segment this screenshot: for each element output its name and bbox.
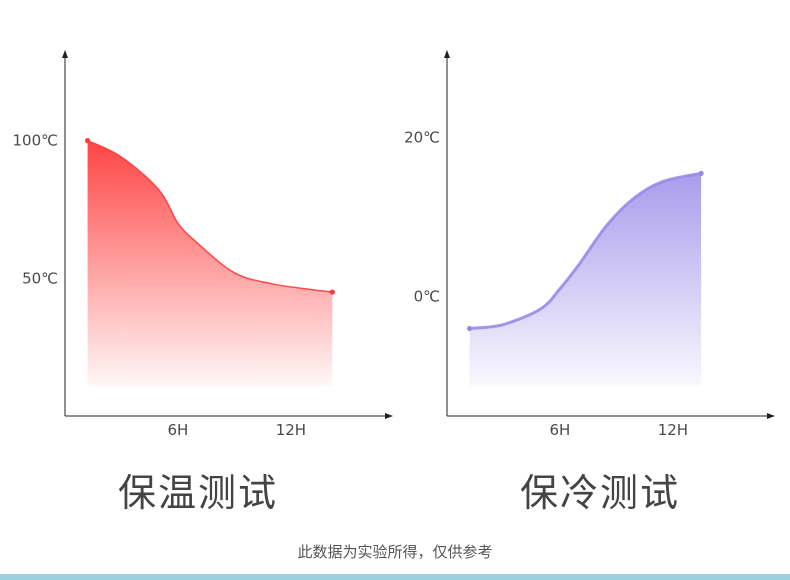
warm-keeping-title: 保温测试: [117, 471, 278, 515]
warm-y-axis-arrow: [62, 50, 68, 58]
disclaimer-footnote: 此数据为实验所得，仅供参考: [297, 543, 493, 561]
warm-y-tick-label: 50℃: [22, 269, 58, 287]
warm-x-tick-label: 12H: [276, 421, 306, 439]
warm-area-fill: [87, 140, 333, 386]
cold-y-tick-label: 20℃: [404, 129, 440, 147]
cold-y-axis-arrow: [444, 50, 450, 58]
warm-y-tick-label: 100℃: [13, 132, 58, 150]
cold-y-tick-label: 0℃: [414, 288, 440, 306]
warm-x-tick-label: 6H: [168, 421, 189, 439]
bottom-accent-bar: [0, 574, 790, 580]
warm-point-start: [84, 138, 91, 144]
cold-series-line: [469, 171, 702, 330]
cold-area-fill: [469, 173, 702, 386]
cold-x-tick-label: 6H: [550, 421, 571, 439]
cold-x-tick-label: 12H: [658, 421, 688, 439]
warm-point-end: [329, 289, 335, 295]
cold-point-start: [466, 325, 473, 332]
warm-series-line: [87, 139, 333, 293]
cold-keeping-title: 保冷测试: [519, 471, 680, 515]
cold-point-end: [698, 170, 704, 176]
cold-x-axis-arrow: [767, 413, 775, 419]
warm-x-axis-arrow: [385, 413, 393, 419]
